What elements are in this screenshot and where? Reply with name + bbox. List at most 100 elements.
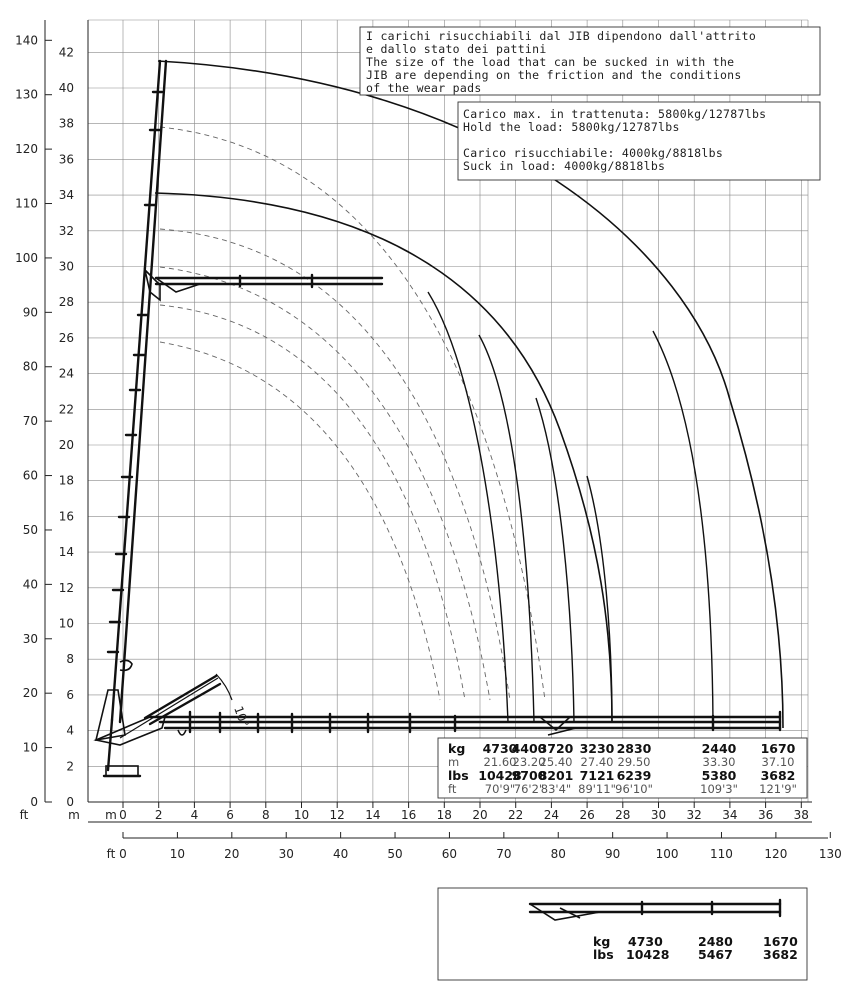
table-cell-lbs: 10428: [478, 768, 522, 783]
vertical-boom: [94, 59, 168, 778]
x-tick-m: 16: [401, 808, 416, 822]
table-cell-ft: 76'2": [514, 782, 544, 796]
x-tick-ft: 20: [224, 847, 239, 861]
table-cell-kg: 4730: [483, 741, 518, 756]
hold-line: Carico risucchiabile: 4000kg/8818lbs: [463, 146, 723, 160]
y-tick-m: 14: [59, 545, 74, 559]
x-tick-m: 32: [687, 808, 702, 822]
y-tick-m: 10: [59, 617, 74, 631]
x-tick-ft: 0: [119, 847, 127, 861]
y-tick-ft: 60: [23, 469, 38, 483]
x-tick-ft: 130: [819, 847, 842, 861]
table-label-ft: ft: [448, 782, 457, 796]
x-tick-ft: 10: [170, 847, 185, 861]
table-cell-ft: 109'3": [700, 782, 738, 796]
horizontal-boom: 10°: [93, 673, 782, 746]
x-tick-m: 8: [262, 808, 270, 822]
x-tick-ft: 80: [551, 847, 566, 861]
y-tick-m: 20: [59, 438, 74, 452]
x-tick-m: 10: [294, 808, 309, 822]
table-cell-kg: 3230: [580, 741, 615, 756]
hold-line: Carico max. in trattenuta: 5800kg/12787l…: [463, 107, 766, 121]
angle-label: 10°: [231, 704, 251, 729]
hold-line: Suck in load: 4000kg/8818lbs: [463, 159, 665, 173]
table-label-lbs: lbs: [448, 768, 469, 783]
note-line: of the wear pads: [366, 81, 482, 95]
table-cell-m: 23.20: [513, 755, 546, 769]
note-line: The size of the load that can be sucked …: [366, 55, 734, 69]
unit-ft-left: ft: [20, 808, 29, 822]
y-tick-m: 38: [59, 117, 74, 131]
y-tick-m: 30: [59, 260, 74, 274]
unit-ft-bottom: ft: [107, 847, 116, 861]
x-tick-m: 6: [226, 808, 234, 822]
note-line: e dallo stato dei pattini: [366, 42, 547, 56]
upper-jib: [154, 273, 384, 293]
x-tick-m: 26: [579, 808, 594, 822]
y-tick-m: 16: [59, 509, 74, 523]
y-tick-m: 6: [66, 688, 74, 702]
table-cell-lbs: 5380: [702, 768, 737, 783]
y-tick-m: 4: [66, 724, 74, 738]
y-tick-m: 18: [59, 474, 74, 488]
inset-panel: kg lbs 4730 2480 1670 10428 5467 3682: [437, 887, 808, 981]
y-tick-m: 12: [59, 581, 74, 595]
table-cell-ft: 70'9": [485, 782, 515, 796]
y-tick-ft: 10: [23, 741, 38, 755]
y-tick-m: 32: [59, 224, 74, 238]
x-tick-ft: 70: [496, 847, 511, 861]
x-tick-m: 18: [437, 808, 452, 822]
inset-lbs-value: 5467: [698, 947, 733, 962]
table-cell-m: 25.40: [540, 755, 573, 769]
x-tick-m: 36: [758, 808, 773, 822]
dashed-radius-curves: [159, 126, 546, 701]
x-tick-ft: 90: [605, 847, 620, 861]
y-tick-m-zero: 0: [66, 795, 74, 809]
x-tick-ft: 100: [656, 847, 679, 861]
y-tick-m: 34: [59, 188, 74, 202]
y-tick-ft: 70: [23, 414, 38, 428]
table-cell-kg: 3720: [539, 741, 574, 756]
x-tick-m: 24: [544, 808, 559, 822]
y-tick-m: 40: [59, 81, 74, 95]
x-tick-ft: 60: [442, 847, 457, 861]
table-cell-m: 29.50: [618, 755, 651, 769]
x-tick-ft: 30: [279, 847, 294, 861]
y-tick-ft: 140: [15, 33, 38, 47]
table-cell-m: 33.30: [703, 755, 736, 769]
y-tick-ft: 120: [15, 142, 38, 156]
x-tick-ft: 110: [710, 847, 733, 861]
x-tick-m: 22: [508, 808, 523, 822]
table-cell-lbs: 3682: [761, 768, 796, 783]
x-tick-m: 34: [722, 808, 737, 822]
y-tick-ft: 20: [23, 686, 38, 700]
reach-envelopes: [154, 60, 784, 729]
y-tick-ft: 90: [23, 305, 38, 319]
table-cell-kg: 4400: [512, 741, 547, 756]
table-cell-ft: 121'9": [759, 782, 797, 796]
table-cell-ft: 96'10": [615, 782, 653, 796]
y-tick-ft: 0: [30, 795, 38, 809]
x-tick-ft: 50: [387, 847, 402, 861]
note-box: I carichi risucchiabili dal JIB dipendon…: [359, 26, 821, 96]
y-tick-m: 36: [59, 152, 74, 166]
y-tick-m: 26: [59, 331, 74, 345]
inset-label-lbs: lbs: [593, 947, 614, 962]
unit-m-left: m: [68, 808, 80, 822]
table-cell-lbs: 8201: [539, 768, 574, 783]
x-tick-m: 14: [365, 808, 380, 822]
y-tick-m: 8: [66, 652, 74, 666]
hold-line: Hold the load: 5800kg/12787lbs: [463, 120, 680, 134]
hold-load-box: Carico max. in trattenuta: 5800kg/12787l…: [457, 101, 821, 181]
x-tick-m: 4: [191, 808, 199, 822]
table-cell-ft: 89'11": [578, 782, 616, 796]
x-tick-ft: 40: [333, 847, 348, 861]
inset-lbs-value: 3682: [763, 947, 798, 962]
note-line: JIB are depending on the friction and th…: [366, 68, 742, 82]
table-cell-ft: 83'4": [541, 782, 571, 796]
inset-kg-value: 1670: [763, 934, 798, 949]
table-cell-kg: 2830: [617, 741, 652, 756]
x-tick-m: 12: [330, 808, 345, 822]
chart-axes: [44, 20, 828, 839]
